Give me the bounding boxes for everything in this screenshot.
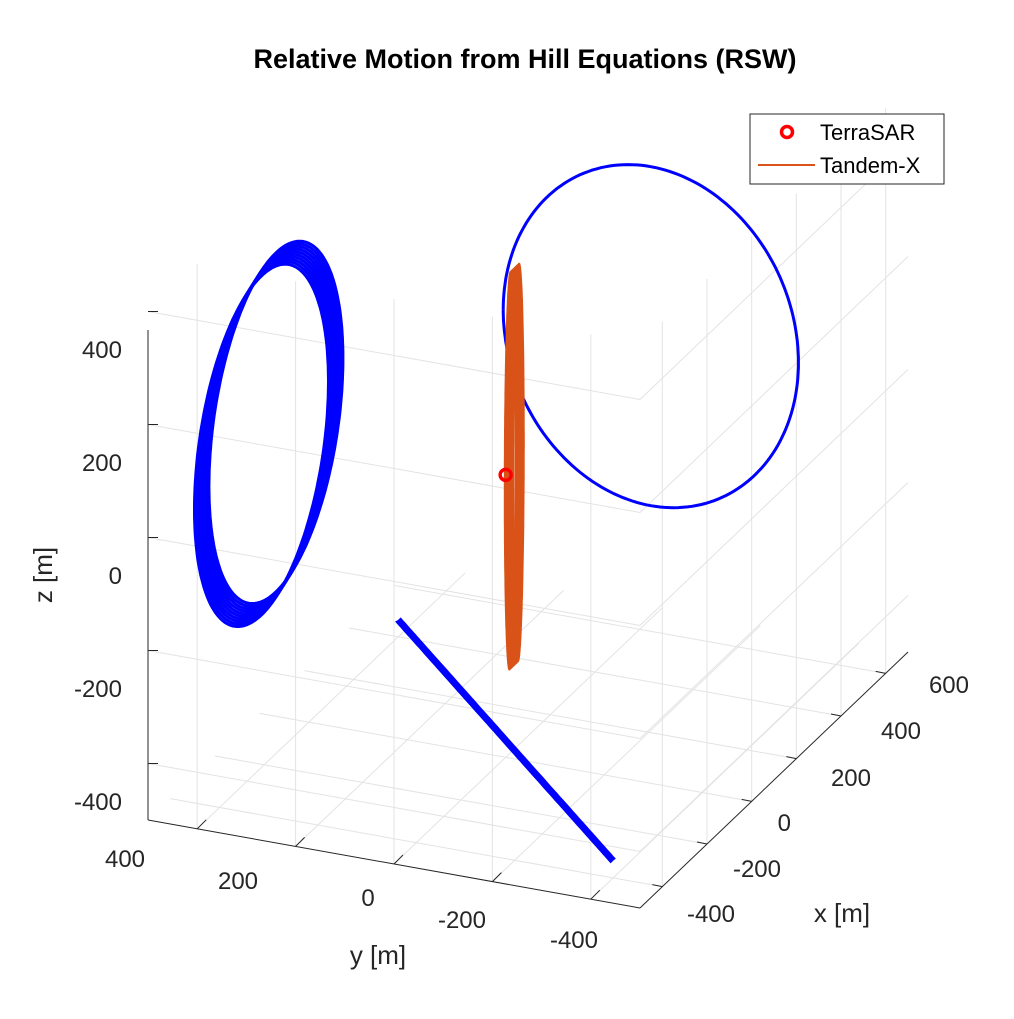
y-tick-mark	[492, 872, 502, 882]
grid-line	[639, 143, 909, 400]
z-tick-label: 400	[82, 337, 122, 364]
grid-line	[639, 595, 909, 852]
grid-line	[393, 584, 886, 674]
x-tick-mark	[875, 670, 886, 674]
x-tick-label: 400	[881, 718, 921, 745]
series-xz-projection	[395, 617, 616, 864]
grid-line	[639, 482, 909, 739]
x-axis-label: x [m]	[814, 898, 870, 928]
x-tick-label: 600	[929, 672, 969, 699]
grid-line	[348, 627, 842, 717]
grid-line	[393, 607, 663, 865]
grid-line	[196, 572, 466, 830]
y-tick-mark	[295, 837, 305, 847]
x-tick-mark	[830, 713, 842, 717]
series-tandem-x-orbit	[512, 262, 525, 663]
grid-line	[304, 670, 797, 760]
series-xz-projection	[207, 239, 345, 605]
x-tick-label: -400	[687, 901, 735, 928]
z-tick-label: -200	[74, 676, 122, 703]
series-xz-projection	[501, 163, 800, 510]
x-tick-labels: -400 -200 0 200 400 600	[687, 672, 969, 928]
x-tick-label: 200	[831, 765, 871, 792]
series-layer	[193, 163, 800, 864]
z-tick-label: 200	[82, 450, 122, 477]
y-tick-label: -400	[550, 927, 598, 954]
y-axis-label: y [m]	[350, 940, 406, 970]
grid-line	[639, 256, 909, 513]
x-tick-label: 0	[778, 810, 791, 837]
legend: TerraSAR Tandem-X	[749, 113, 945, 185]
y-tick-mark	[393, 854, 404, 865]
grid-line	[259, 712, 752, 802]
z-tick-label: -400	[74, 789, 122, 816]
chart-title: Relative Motion from Hill Equations (RSW…	[253, 44, 796, 74]
z-tick-label: 0	[109, 563, 122, 590]
y-tick-labels: 400 200 0 -200 -400	[105, 846, 598, 954]
legend-label-tandemx: Tandem-X	[820, 153, 921, 178]
z-tick-labels: 400 200 0 -200 -400	[74, 337, 122, 816]
x-tick-label: -200	[733, 856, 781, 883]
tick-marks	[148, 311, 886, 900]
legend-label-terrasar: TerraSAR	[820, 120, 915, 145]
grid-line	[590, 642, 860, 900]
z-axis-label: z [m]	[28, 547, 58, 603]
y-tick-mark	[590, 889, 601, 900]
x-tick-mark	[741, 798, 752, 802]
y-tick-label: 0	[361, 885, 374, 912]
y-tick-label: 400	[105, 846, 145, 873]
legend-box	[749, 113, 945, 185]
x-tick-mark	[696, 841, 708, 845]
terrasar-point	[498, 467, 513, 483]
y-tick-label: -200	[438, 907, 486, 934]
grid-line	[639, 369, 909, 626]
grid-line	[214, 755, 708, 845]
x-tick-mark	[652, 884, 663, 888]
grid-line	[170, 798, 663, 888]
x-tick-mark	[786, 756, 797, 760]
y-tick-label: 200	[218, 868, 258, 895]
y-tick-mark	[196, 819, 207, 830]
grid-line	[492, 625, 761, 882]
legend-marker-terrasar	[779, 124, 795, 140]
